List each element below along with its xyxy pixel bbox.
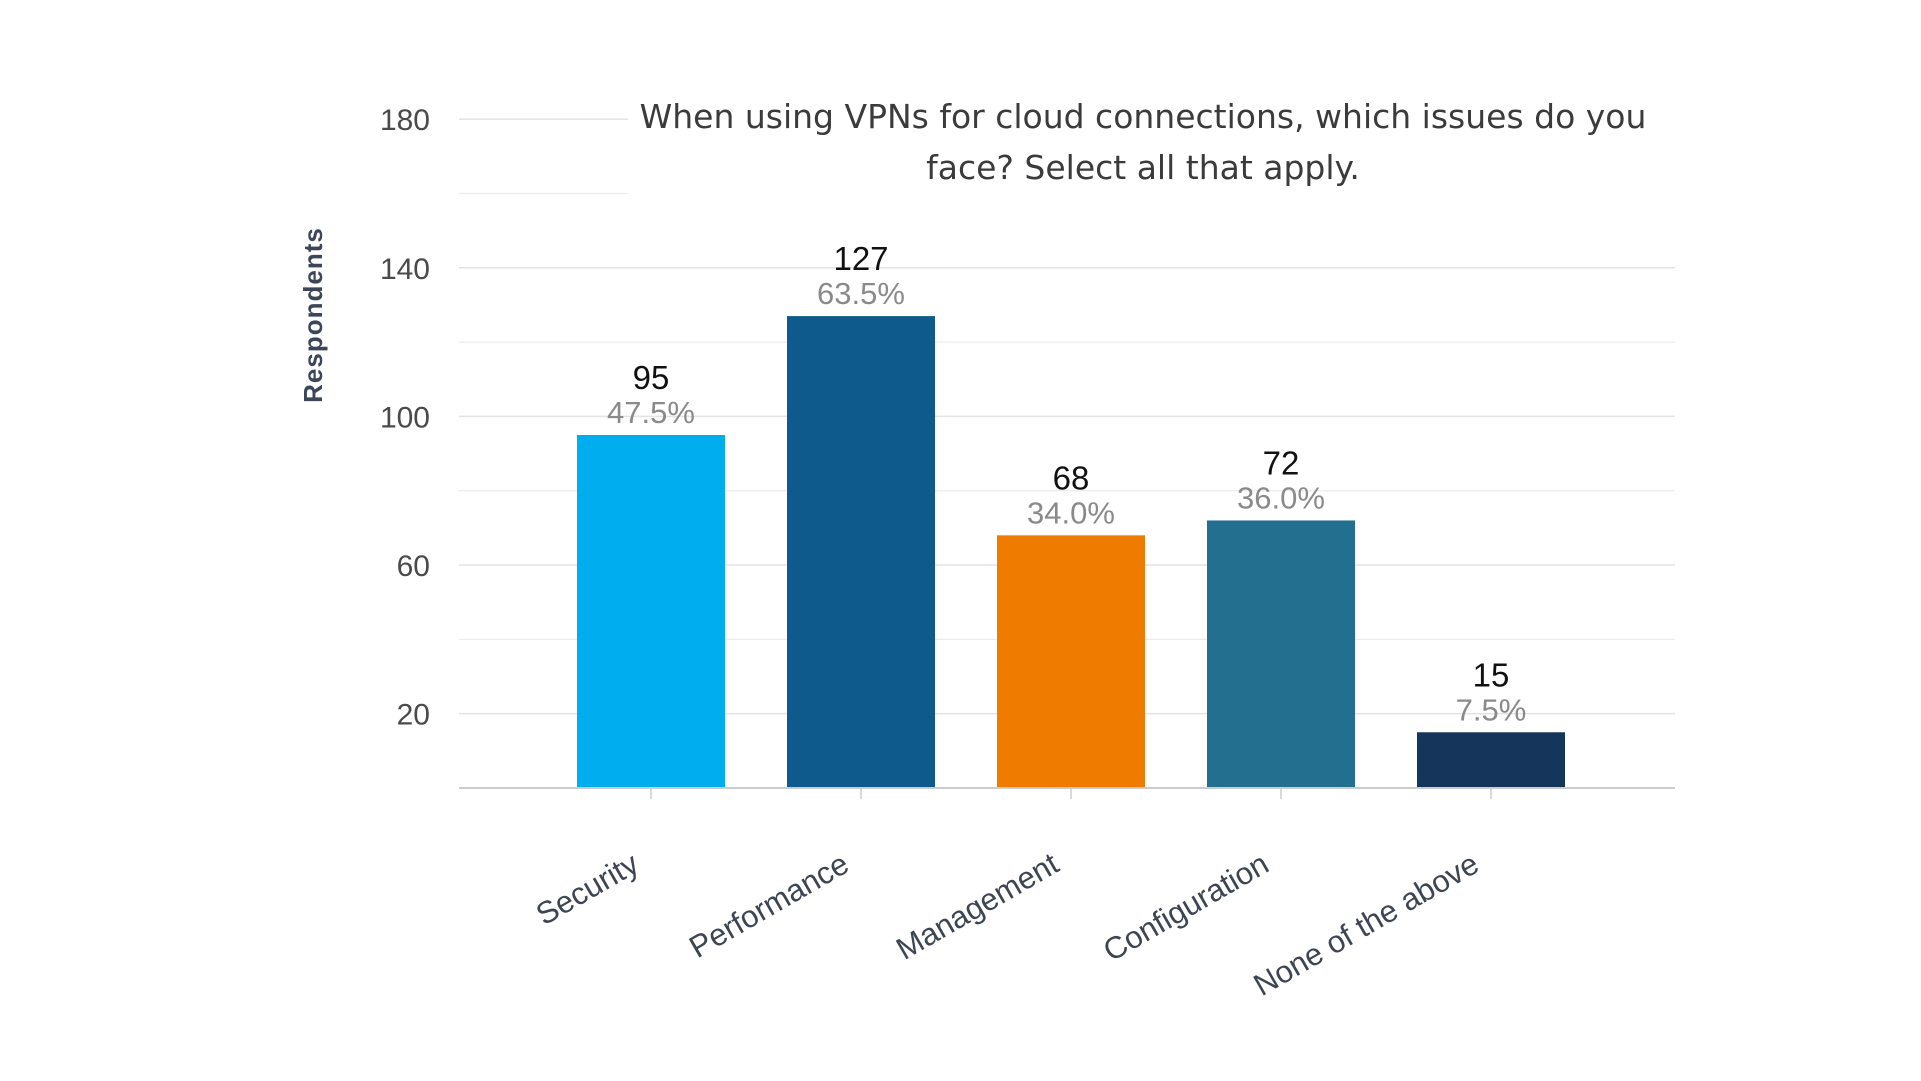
x-tick-label: Configuration: [1097, 846, 1274, 969]
bar-security: [577, 435, 725, 788]
bar-value-label: 95: [633, 359, 670, 396]
title-line-1: When using VPNs for cloud connections, w…: [640, 97, 1647, 136]
x-tick-label: Security: [530, 846, 645, 933]
bar-management: [997, 535, 1145, 788]
bar-value-label: 15: [1473, 656, 1510, 693]
title-line-2: face? Select all that apply.: [926, 148, 1360, 187]
bar-value-label: 72: [1263, 444, 1300, 481]
y-tick-label: 60: [397, 550, 430, 583]
bar-percent-label: 47.5%: [607, 395, 695, 430]
bar-percent-label: 36.0%: [1237, 480, 1325, 515]
bar-percent-label: 34.0%: [1027, 495, 1115, 530]
title-background: [628, 80, 1678, 208]
y-tick-label: 180: [380, 104, 430, 137]
bar-performance: [787, 316, 935, 788]
x-tick-label: Management: [890, 846, 1065, 967]
bar-percent-label: 63.5%: [817, 276, 905, 311]
x-tick-label: Performance: [683, 846, 854, 965]
bar-configuration: [1207, 520, 1355, 788]
y-axis-label: Respondents: [298, 227, 328, 403]
bar-value-label: 68: [1053, 459, 1090, 496]
bars: [577, 316, 1565, 788]
y-tick-label: 100: [380, 401, 430, 434]
bar-none-of-the-above: [1417, 732, 1565, 788]
y-tick-label: 20: [397, 699, 430, 732]
bar-value-label: 127: [833, 240, 888, 277]
x-tick-label: None of the above: [1248, 846, 1485, 1003]
chart-title: When using VPNs for cloud connections, w…: [628, 80, 1678, 208]
bar-percent-label: 7.5%: [1456, 692, 1527, 727]
y-tick-label: 140: [380, 253, 430, 286]
